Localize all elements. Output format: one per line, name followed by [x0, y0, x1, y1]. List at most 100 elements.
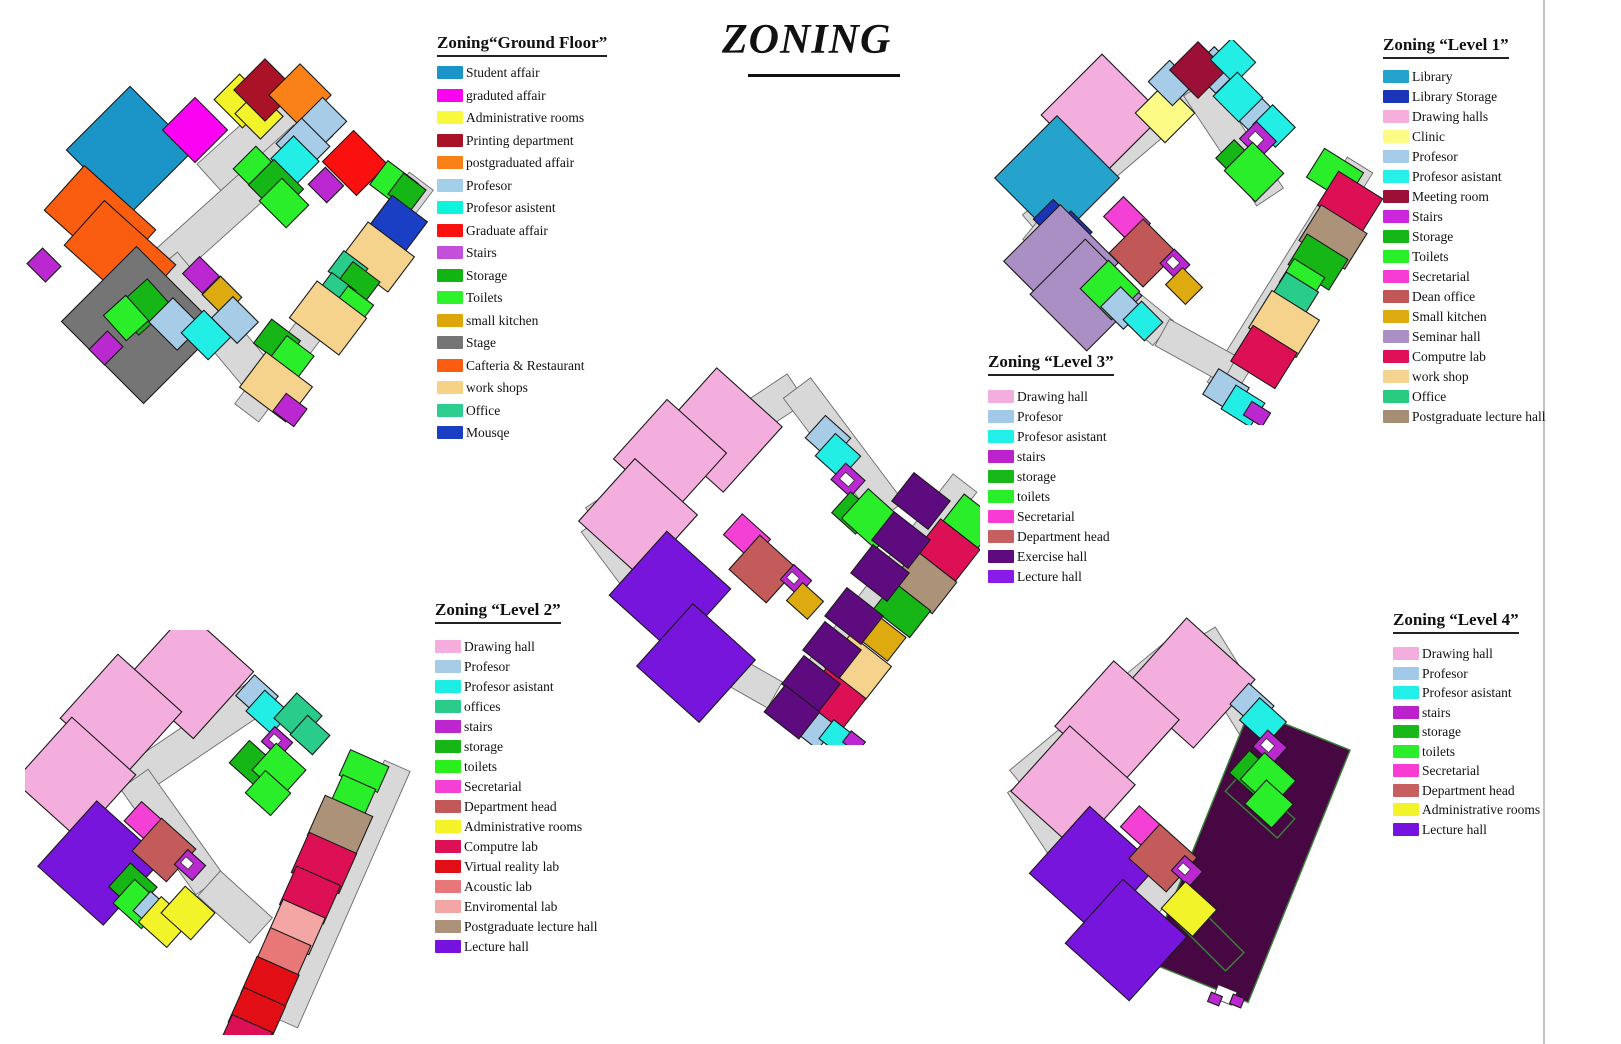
- legend-item-label: Profesor: [1422, 665, 1468, 681]
- legend-item-label: small kitchen: [466, 312, 539, 328]
- legend-color-swatch: [1383, 130, 1409, 144]
- floor-plan-ground: [26, 58, 434, 428]
- legend-item: Secretarial: [435, 780, 597, 794]
- room-ex: [891, 471, 951, 531]
- legend-item-label: Drawing hall: [1017, 389, 1088, 404]
- legend-item: Lecture hall: [435, 940, 597, 954]
- room-tl: [1223, 141, 1285, 203]
- legend-item: Student affair: [437, 66, 584, 80]
- legend-item: Profesor: [437, 178, 584, 193]
- legend-item-label: toilets: [464, 759, 497, 774]
- legend-color-swatch: [437, 336, 463, 350]
- legend-item-label: graduted affair: [466, 87, 546, 103]
- room-st: [26, 247, 62, 283]
- legend-item-label: Dean office: [1412, 289, 1476, 304]
- room-st: [1242, 400, 1272, 425]
- legend-item-label: Stairs: [1412, 209, 1443, 224]
- room-mr: [1168, 40, 1228, 100]
- legend-item-label: storage: [1017, 469, 1056, 484]
- legend-item: Computre lab: [1383, 350, 1545, 364]
- legend-color-swatch: [1393, 803, 1419, 817]
- room-tl: [1244, 779, 1294, 829]
- legend-item: Drawing hall: [1393, 647, 1540, 661]
- legend-item: Stage: [437, 336, 584, 350]
- legend-item-label: Office: [1412, 389, 1447, 404]
- legend-color-swatch: [1393, 725, 1419, 739]
- legend-item: work shop: [1383, 370, 1545, 384]
- legend-item: Library Storage: [1383, 90, 1545, 104]
- legend-item-label: Profesor asistant: [1017, 429, 1107, 444]
- legend-color-swatch: [1383, 70, 1409, 84]
- legend-color-swatch: [437, 88, 463, 102]
- legend-color-swatch: [437, 111, 463, 125]
- legend-color-swatch: [1383, 310, 1409, 324]
- room-ga: [161, 96, 229, 164]
- legend-color-swatch: [1393, 705, 1419, 719]
- legend-item-label: Lecture hall: [464, 939, 529, 954]
- legend-item: Toilets: [1383, 250, 1545, 264]
- legend-item-label: offices: [464, 699, 501, 714]
- legend-item-label: Exercise hall: [1017, 549, 1088, 564]
- legend-item-label: Lecture hall: [1017, 569, 1082, 584]
- legend-item-label: Toilets: [466, 290, 503, 305]
- legend-item: storage: [435, 740, 597, 754]
- legend-color-swatch: [435, 900, 461, 914]
- legend-item-label: Printing department: [466, 132, 574, 148]
- legend-level2: Zoning “Level 2” Drawing hall Profesor Prof…: [435, 600, 597, 954]
- legend-color-swatch: [1393, 686, 1419, 700]
- room-st: [1206, 991, 1224, 1007]
- legend-item: Virtual reality lab: [435, 860, 597, 874]
- room-ex: [763, 684, 821, 740]
- legend-color-swatch: [988, 390, 1014, 404]
- legend-color-swatch: [1383, 150, 1409, 164]
- floor-plan-level3: [577, 367, 980, 745]
- legend-item: Mousqe: [437, 426, 584, 440]
- legend-item: Profesor: [988, 410, 1110, 424]
- legend-item: Drawing halls: [1383, 110, 1545, 124]
- legend-item-label: Profesor asistant: [1412, 169, 1502, 184]
- room-co: [1154, 318, 1238, 384]
- legend-color-swatch: [435, 820, 461, 834]
- legend-item: Storage: [437, 267, 584, 283]
- legend-color-swatch: [988, 490, 1014, 504]
- legend-color-swatch: [1393, 783, 1419, 797]
- legend-color-swatch: [437, 156, 463, 170]
- legend-item: Secretarial: [988, 510, 1110, 524]
- room-lib: [993, 114, 1121, 242]
- legend-item: Small kitchen: [1383, 310, 1545, 324]
- room-pa: [1209, 40, 1257, 85]
- room-tl: [258, 177, 310, 229]
- legend-level1: Zoning “Level 1” Library Library Storage Dr…: [1383, 35, 1545, 424]
- legend-item-label: Administrative rooms: [464, 819, 583, 834]
- legend-color-swatch: [435, 720, 461, 734]
- legend-color-swatch: [437, 381, 463, 395]
- legend-item: storage: [988, 470, 1110, 484]
- legend-item-label: toilets: [1017, 489, 1050, 504]
- room-tl: [102, 294, 150, 342]
- legend-item-label: Toilets: [1412, 249, 1449, 264]
- room-ad: [160, 885, 216, 941]
- legend-color-swatch: [435, 920, 461, 934]
- legend-item: Computre lab: [435, 840, 597, 854]
- legend-item-label: Storage: [466, 267, 508, 283]
- legend-item: stairs: [988, 450, 1110, 464]
- room-of: [289, 714, 331, 756]
- legend-item: Acoustic lab: [435, 880, 597, 894]
- legend-item: Enviromental lab: [435, 900, 597, 914]
- legend-color-swatch: [988, 450, 1014, 464]
- legend-item: Profesor asistant: [435, 680, 597, 694]
- legend-color-swatch: [437, 246, 463, 260]
- room-wh: [1259, 737, 1276, 754]
- legend-item: postgraduated affair: [437, 156, 584, 170]
- room-ex: [850, 543, 910, 603]
- legend-color-swatch: [1393, 822, 1419, 836]
- legend-item-label: Department head: [1017, 529, 1110, 544]
- room-tl: [244, 769, 292, 817]
- legend-item-label: Clinic: [1412, 129, 1445, 144]
- legend-color-swatch: [437, 291, 463, 305]
- room-st: [307, 166, 345, 204]
- room-dh: [728, 534, 798, 604]
- room-wh: [180, 856, 194, 870]
- legend-item: storage: [1393, 725, 1540, 739]
- legend-item-label: Department head: [1422, 782, 1515, 798]
